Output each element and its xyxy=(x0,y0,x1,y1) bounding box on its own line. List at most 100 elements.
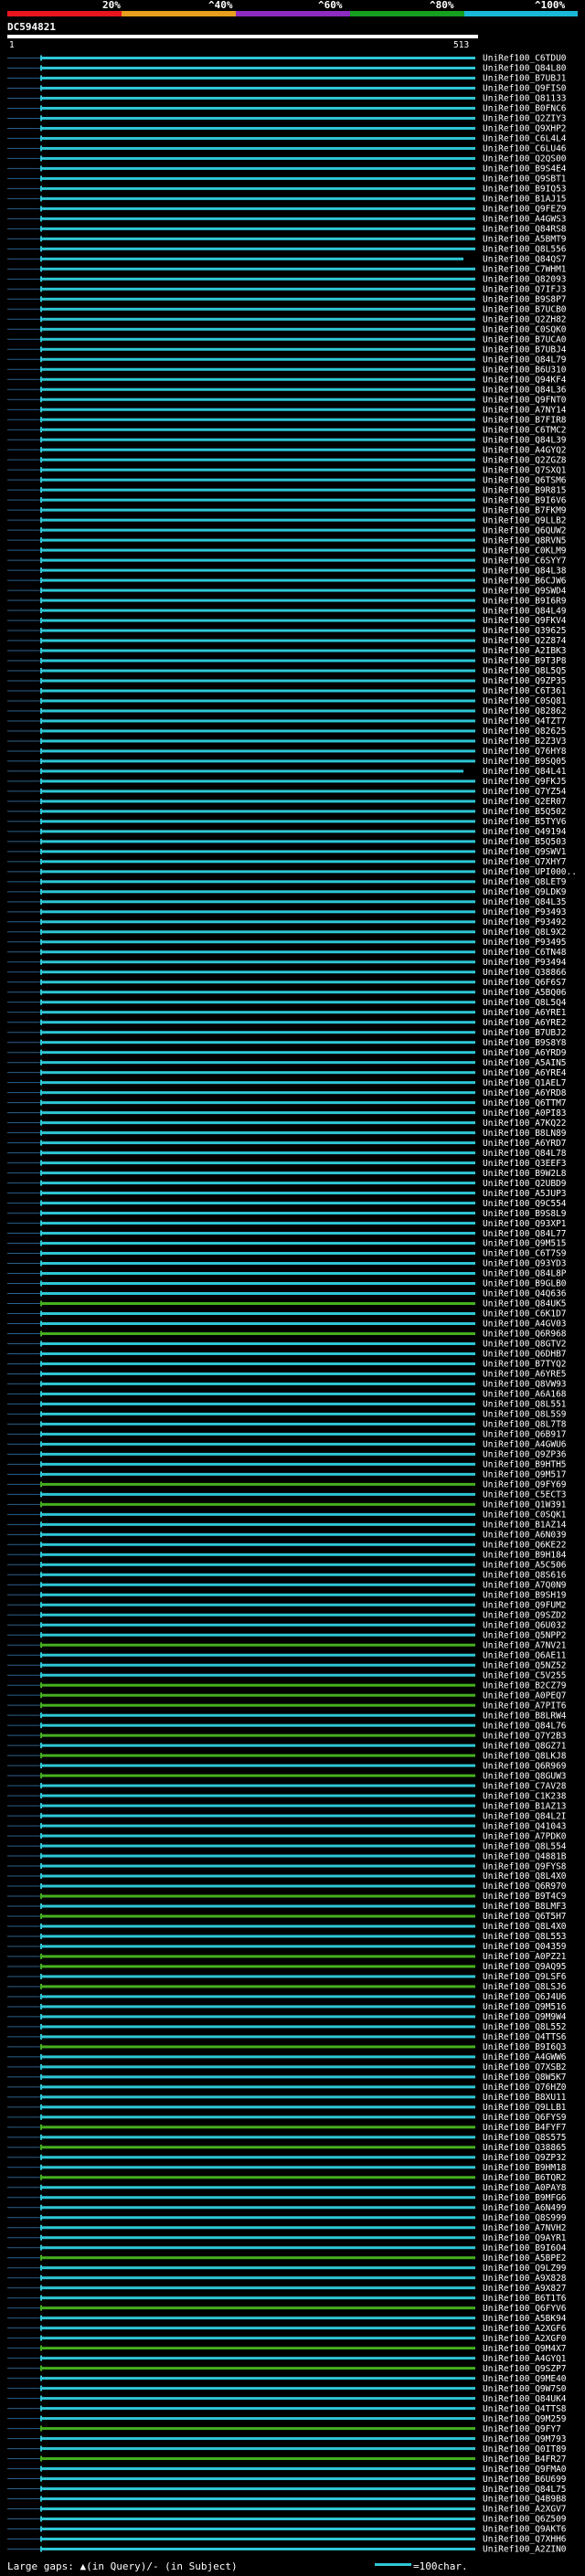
row-label[interactable]: UniRef100_A4GYQ1 xyxy=(483,2354,567,2364)
row-label[interactable]: UniRef100_Q9SWV1 xyxy=(483,847,567,857)
alignment-bar[interactable] xyxy=(41,2316,475,2320)
row-label[interactable]: UniRef100_Q6R968 xyxy=(483,1330,567,1340)
alignment-bar[interactable] xyxy=(41,2548,475,2551)
alignment-bar[interactable] xyxy=(41,377,475,381)
alignment-bar[interactable] xyxy=(41,468,475,472)
alignment-bar[interactable] xyxy=(41,2427,475,2431)
alignment-bar[interactable] xyxy=(41,1472,475,1476)
alignment-bar[interactable] xyxy=(41,1321,475,1325)
row-label[interactable]: UniRef100_C6LU46 xyxy=(483,144,567,154)
alignment-bar[interactable] xyxy=(41,1914,475,1918)
alignment-bar[interactable] xyxy=(41,1222,475,1225)
row-label[interactable]: UniRef100_B7UCA0 xyxy=(483,334,567,345)
alignment-bar[interactable] xyxy=(41,247,475,250)
row-label[interactable]: UniRef100_Q84L39 xyxy=(483,435,567,445)
alignment-bar[interactable] xyxy=(41,1844,475,1848)
row-label[interactable]: UniRef100_A7NY14 xyxy=(483,405,567,415)
alignment-bar[interactable] xyxy=(41,1804,475,1807)
alignment-bar[interactable] xyxy=(41,810,475,813)
row-label[interactable]: UniRef100_Q38866 xyxy=(483,968,567,978)
row-label[interactable]: UniRef100_Q6F6S7 xyxy=(483,978,567,988)
alignment-bar[interactable] xyxy=(41,1995,475,1998)
row-label[interactable]: UniRef100_Q4TZT7 xyxy=(483,716,567,726)
row-label[interactable]: UniRef100_Q9LZ99 xyxy=(483,2263,567,2274)
alignment-bar[interactable] xyxy=(41,337,475,341)
row-label[interactable]: UniRef100_A4GV03 xyxy=(483,1320,567,1330)
alignment-bar[interactable] xyxy=(41,2146,475,2149)
alignment-bar[interactable] xyxy=(41,1593,475,1596)
row-label[interactable]: UniRef100_A5BQ06 xyxy=(483,988,567,998)
alignment-bar[interactable] xyxy=(41,1071,475,1075)
alignment-bar[interactable] xyxy=(41,1051,475,1055)
alignment-bar[interactable] xyxy=(41,2105,475,2109)
row-label[interactable]: UniRef100_B9H184 xyxy=(483,1550,567,1560)
alignment-bar[interactable] xyxy=(41,558,475,562)
row-label[interactable]: UniRef100_C6T7S9 xyxy=(483,1249,567,1259)
alignment-bar[interactable] xyxy=(41,1331,475,1335)
row-label[interactable]: UniRef100_A0PEQ7 xyxy=(483,1691,567,1701)
alignment-bar[interactable] xyxy=(41,1975,475,1978)
alignment-bar[interactable] xyxy=(41,458,475,461)
alignment-bar[interactable] xyxy=(41,297,475,301)
alignment-bar[interactable] xyxy=(41,930,475,934)
row-label[interactable]: UniRef100_A0PZ21 xyxy=(483,1952,567,1962)
alignment-bar[interactable] xyxy=(41,1824,475,1828)
row-label[interactable]: UniRef100_Q6R970 xyxy=(483,1882,567,1892)
alignment-bar[interactable] xyxy=(41,2156,475,2159)
row-label[interactable]: UniRef100_Q84RS8 xyxy=(483,225,567,235)
row-label[interactable]: UniRef100_Q6AE11 xyxy=(483,1650,567,1660)
row-label[interactable]: UniRef100_Q94KF4 xyxy=(483,375,567,385)
row-label[interactable]: UniRef100_Q8RVN5 xyxy=(483,535,567,546)
alignment-bar[interactable] xyxy=(41,1151,475,1155)
row-label[interactable]: UniRef100_C0KLM9 xyxy=(483,546,567,556)
alignment-bar[interactable] xyxy=(41,2276,475,2280)
row-label[interactable]: UniRef100_C0SQK1 xyxy=(483,1511,567,1521)
row-label[interactable]: UniRef100_B7UBJ2 xyxy=(483,1028,567,1038)
alignment-bar[interactable] xyxy=(41,1422,475,1426)
alignment-bar[interactable] xyxy=(41,387,475,391)
alignment-bar[interactable] xyxy=(41,739,475,743)
row-label[interactable]: UniRef100_B9I6R9 xyxy=(483,596,567,606)
row-label[interactable]: UniRef100_B6U310 xyxy=(483,365,567,375)
row-label[interactable]: UniRef100_B9S8Y8 xyxy=(483,1038,567,1048)
row-label[interactable]: UniRef100_Q9AYR1 xyxy=(483,2233,567,2243)
row-label[interactable]: UniRef100_Q8L7T8 xyxy=(483,1420,567,1430)
alignment-bar[interactable] xyxy=(41,1372,475,1375)
alignment-bar[interactable] xyxy=(41,1653,475,1657)
row-label[interactable]: UniRef100_P93494 xyxy=(483,958,567,968)
alignment-bar[interactable] xyxy=(41,528,475,532)
row-label[interactable]: UniRef100_Q8L551 xyxy=(483,1400,567,1410)
alignment-bar[interactable] xyxy=(41,870,475,874)
alignment-bar[interactable] xyxy=(41,568,475,572)
alignment-bar[interactable] xyxy=(41,649,475,652)
row-label[interactable]: UniRef100_Q6B917 xyxy=(483,1430,567,1440)
row-label[interactable]: UniRef100_Q9ZP32 xyxy=(483,2153,567,2163)
row-label[interactable]: UniRef100_Q6DHB7 xyxy=(483,1350,567,1360)
alignment-bar[interactable] xyxy=(41,830,475,833)
row-label[interactable]: UniRef100_Q9M259 xyxy=(483,2414,567,2424)
alignment-bar[interactable] xyxy=(41,1452,475,1456)
row-label[interactable]: UniRef100_Q6TSM6 xyxy=(483,475,567,485)
alignment-bar[interactable] xyxy=(41,1764,475,1767)
row-label[interactable]: UniRef100_Q7XHH6 xyxy=(483,2535,567,2545)
alignment-bar[interactable] xyxy=(41,2136,475,2139)
row-label[interactable]: UniRef100_Q8VW93 xyxy=(483,1380,567,1390)
alignment-bar[interactable] xyxy=(41,2236,475,2240)
row-label[interactable]: UniRef100_Q9ME40 xyxy=(483,2374,567,2384)
row-label[interactable]: UniRef100_Q7SXQ1 xyxy=(483,465,567,475)
row-label[interactable]: UniRef100_B9I6V6 xyxy=(483,495,567,505)
row-label[interactable]: UniRef100_Q84UK5 xyxy=(483,1299,567,1309)
alignment-bar[interactable] xyxy=(41,287,475,291)
row-label[interactable]: UniRef100_Q9M517 xyxy=(483,1470,567,1480)
row-label[interactable]: UniRef100_B9T4C9 xyxy=(483,1892,567,1902)
alignment-bar[interactable] xyxy=(41,267,475,270)
alignment-bar[interactable] xyxy=(41,669,475,673)
row-label[interactable]: UniRef100_B6U699 xyxy=(483,2475,567,2485)
alignment-bar[interactable] xyxy=(41,1212,475,1215)
row-label[interactable]: UniRef100_A4GWU6 xyxy=(483,1440,567,1450)
alignment-bar[interactable] xyxy=(41,800,475,803)
alignment-bar[interactable] xyxy=(41,116,475,120)
row-label[interactable]: UniRef100_A6YRD9 xyxy=(483,1048,567,1058)
row-label[interactable]: UniRef100_P93492 xyxy=(483,917,567,928)
row-label[interactable]: UniRef100_Q9FKV4 xyxy=(483,616,567,626)
